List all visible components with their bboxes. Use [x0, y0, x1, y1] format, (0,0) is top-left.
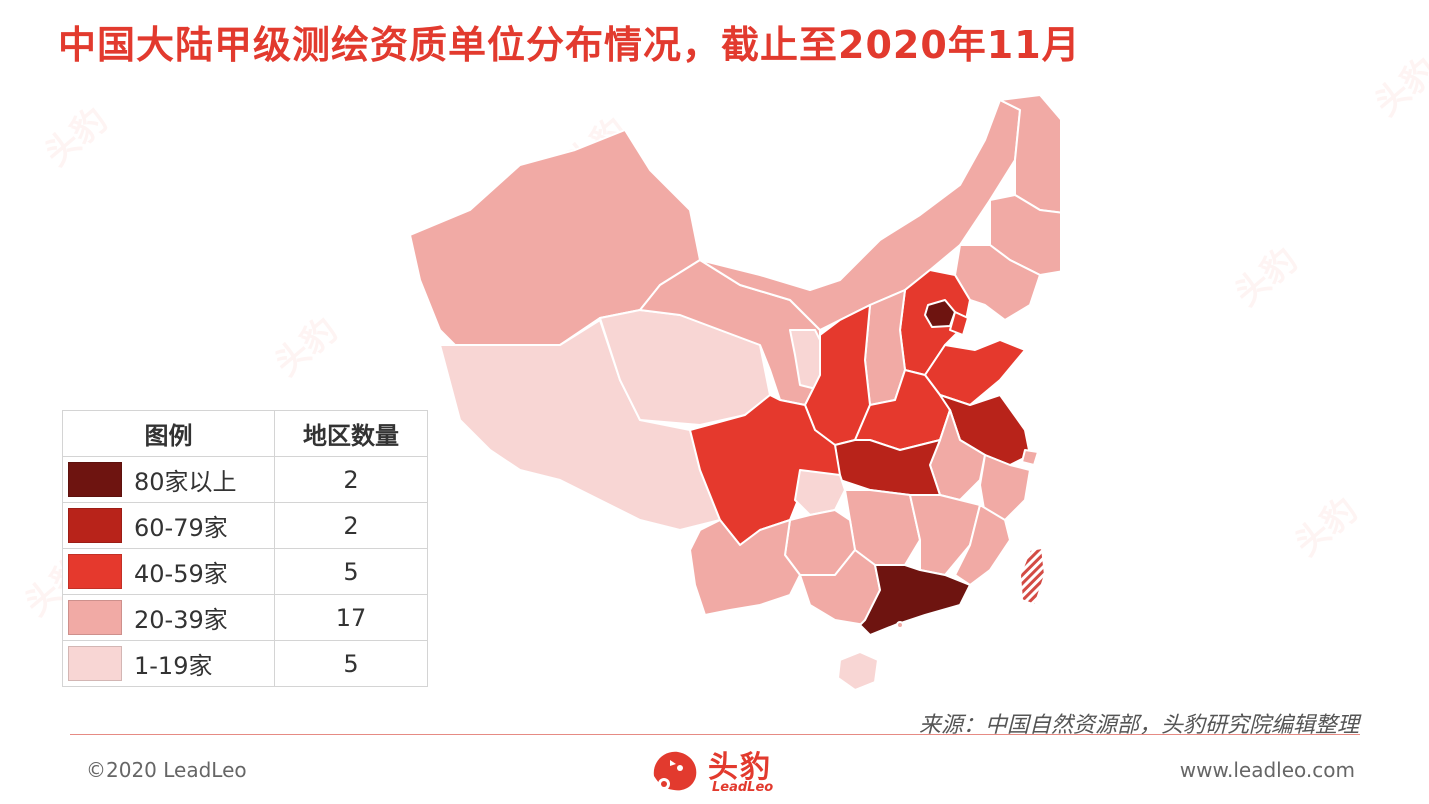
legend-table: 图例 地区数量 80家以上 2 60-79家 2 40-59家 5 20-39家… [62, 410, 428, 687]
legend-swatch [68, 646, 122, 681]
legend-row: 20-39家 17 [62, 594, 428, 641]
region-guangdong [859, 564, 971, 636]
region-beijing [924, 299, 956, 328]
logo-text-en: LeadLeo [712, 780, 774, 795]
copyright-text: ©2020 LeadLeo [86, 758, 247, 782]
legend-label: 60-79家 [134, 514, 228, 542]
leadleo-logo: 头豹 LeadLeo [650, 742, 790, 802]
logo-text-cn: 头豹 [708, 750, 772, 785]
region-fujian [954, 504, 1011, 586]
legend-swatch [68, 508, 122, 543]
region-hongkong [896, 621, 904, 629]
legend-label: 80家以上 [134, 468, 237, 496]
legend-label: 40-59家 [134, 560, 228, 588]
region-taiwan [1019, 547, 1046, 606]
legend-swatch [68, 554, 122, 589]
watermark: 头豹 [1227, 240, 1306, 315]
china-province-map [409, 94, 1060, 691]
legend-label: 20-39家 [134, 606, 228, 634]
watermark: 头豹 [267, 310, 346, 385]
region-hainan [837, 651, 879, 691]
watermark: 头豹 [37, 100, 116, 175]
region-tianjin [949, 311, 969, 336]
region-yunnan [689, 519, 801, 616]
region-heilongjiang [999, 94, 1060, 214]
legend-count: 5 [274, 640, 428, 687]
legend-row: 80家以上 2 [62, 456, 428, 503]
leopard-head-icon [653, 751, 697, 791]
website-url: www.leadleo.com [1179, 758, 1355, 782]
legend-count: 17 [274, 594, 428, 641]
region-hubei [834, 439, 941, 496]
legend-count: 5 [274, 548, 428, 595]
legend-row: 40-59家 5 [62, 548, 428, 595]
legend-swatch [68, 462, 122, 497]
footer-divider [70, 734, 1360, 735]
source-note: 来源：中国自然资源部，头豹研究院编辑整理 [918, 713, 1359, 738]
region-zhejiang [979, 454, 1031, 521]
legend-label: 1-19家 [134, 652, 213, 680]
region-chongqing [794, 469, 846, 516]
legend-count: 2 [274, 502, 428, 549]
watermark: 头豹 [1367, 50, 1429, 125]
legend-header-count: 地区数量 [274, 410, 428, 457]
legend-row: 1-19家 5 [62, 640, 428, 687]
legend-row: 60-79家 2 [62, 502, 428, 549]
legend-swatch [68, 600, 122, 635]
watermark: 头豹 [1287, 490, 1366, 565]
page-title: 中国大陆甲级测绘资质单位分布情况，截止至2020年11月 [58, 23, 1081, 67]
legend-header-legend: 图例 [62, 410, 275, 457]
legend-count: 2 [274, 456, 428, 503]
region-shanghai [1021, 449, 1039, 466]
